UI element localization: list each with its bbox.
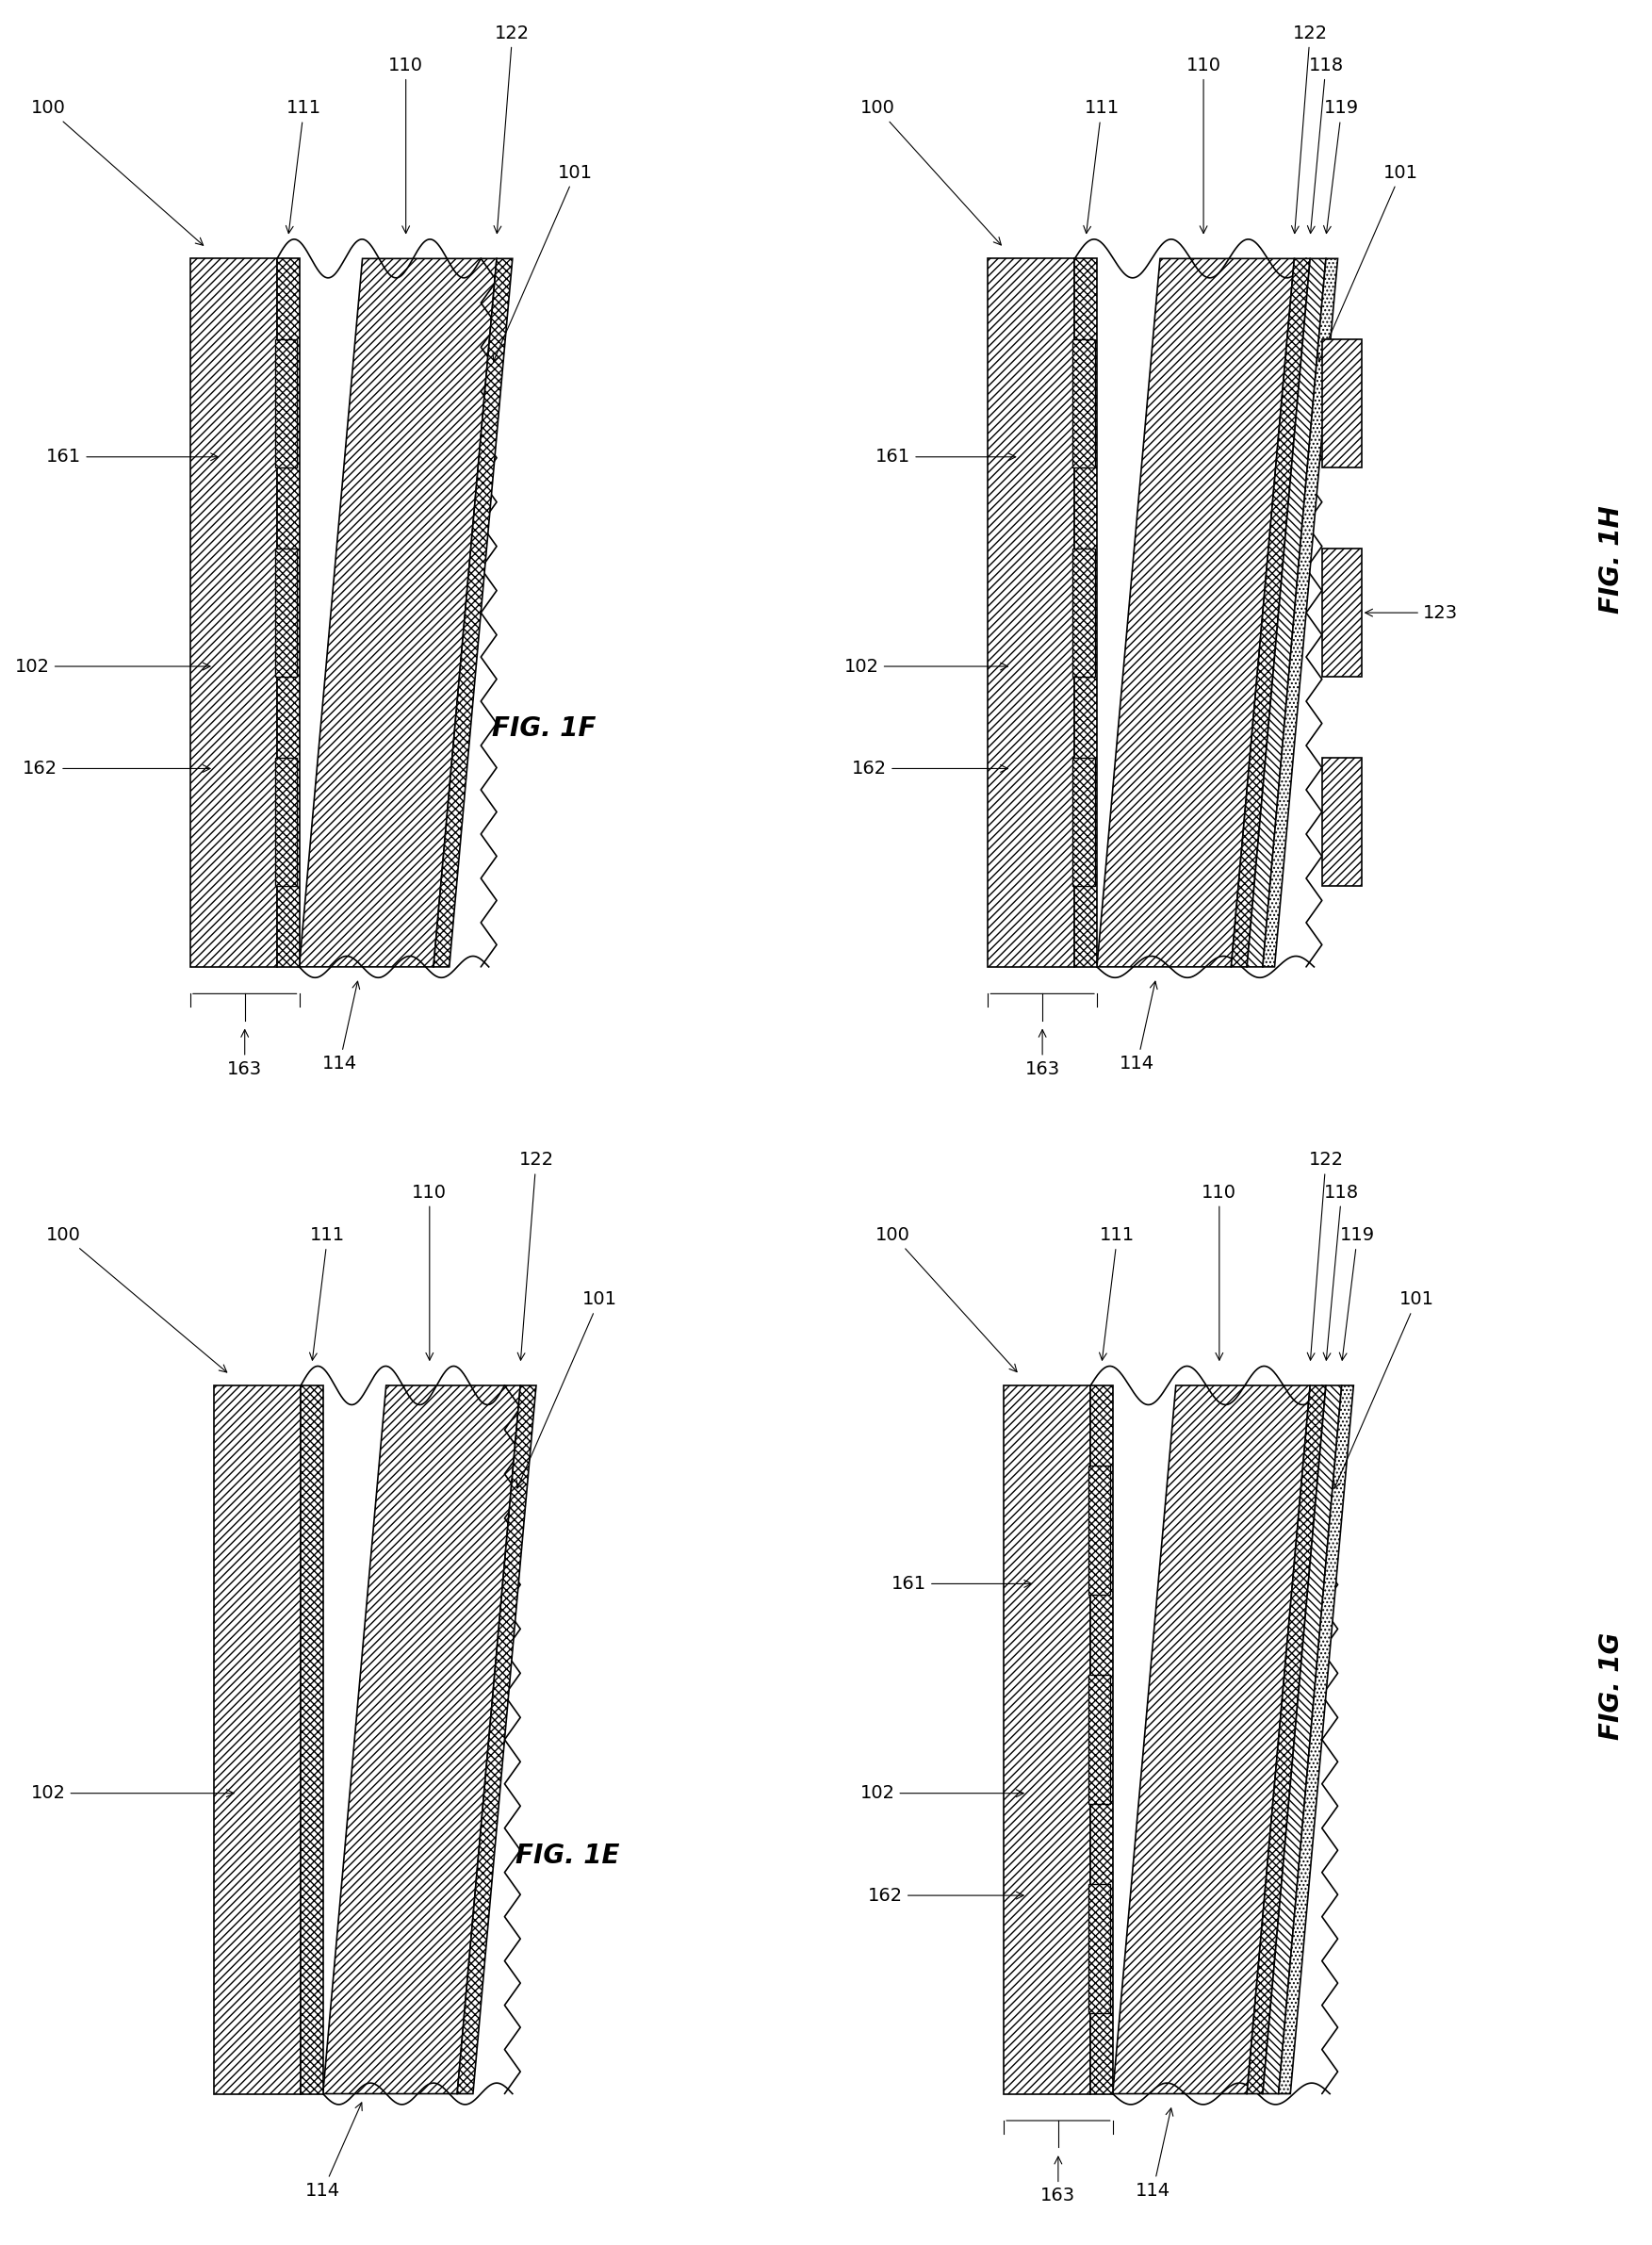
Bar	[190, 258, 278, 968]
Text: 119: 119	[1340, 1226, 1374, 1360]
Bar	[1072, 548, 1095, 678]
Bar	[276, 339, 297, 467]
Bar	[1322, 548, 1361, 678]
Text: 162: 162	[852, 759, 1008, 777]
Bar	[1322, 339, 1361, 467]
Bar	[276, 548, 297, 678]
Text: 100: 100	[876, 1226, 1018, 1372]
Text: 101: 101	[492, 164, 593, 361]
Text: 163: 163	[1024, 1030, 1061, 1078]
Text: 101: 101	[1335, 1291, 1434, 1488]
Polygon shape	[1262, 1385, 1341, 2095]
Text: 110: 110	[1186, 56, 1221, 233]
Text: FIG. 1H: FIG. 1H	[1599, 505, 1626, 613]
Text: 114: 114	[306, 2104, 362, 2200]
Bar	[1089, 1675, 1110, 1805]
Text: 114: 114	[1120, 981, 1158, 1073]
Text: 162: 162	[23, 759, 210, 777]
Polygon shape	[1097, 258, 1294, 968]
Text: 162: 162	[867, 1886, 1024, 1904]
Text: 101: 101	[1318, 164, 1419, 361]
Text: 122: 122	[1307, 1152, 1343, 1360]
Text: 123: 123	[1365, 604, 1459, 622]
Text: 119: 119	[1323, 99, 1360, 233]
Text: 122: 122	[517, 1152, 553, 1360]
Text: 111: 111	[309, 1226, 345, 1360]
Text: 114: 114	[322, 981, 360, 1073]
Polygon shape	[458, 1385, 537, 2095]
Text: 118: 118	[1323, 1183, 1360, 1360]
Bar	[1322, 757, 1361, 887]
Text: 122: 122	[1292, 25, 1328, 233]
Text: 100: 100	[861, 99, 1001, 245]
Bar	[1004, 1385, 1090, 2095]
Text: 102: 102	[15, 658, 210, 676]
Bar	[1089, 1884, 1110, 2014]
Text: 122: 122	[494, 25, 530, 233]
Text: 102: 102	[844, 658, 1008, 676]
Text: FIG. 1E: FIG. 1E	[515, 1843, 620, 1868]
Bar	[1072, 339, 1095, 467]
Polygon shape	[1231, 258, 1310, 968]
Polygon shape	[1113, 1385, 1310, 2095]
Text: 100: 100	[31, 99, 203, 245]
Text: 114: 114	[1135, 2108, 1173, 2200]
Text: FIG. 1G: FIG. 1G	[1599, 1632, 1626, 1740]
Polygon shape	[1247, 1385, 1327, 2095]
Bar	[1090, 1385, 1113, 2095]
Bar	[1089, 1466, 1110, 1594]
Text: 111: 111	[1099, 1226, 1135, 1360]
Bar	[1072, 757, 1095, 887]
Bar	[301, 1385, 322, 2095]
Text: 111: 111	[1084, 99, 1118, 233]
Polygon shape	[1247, 258, 1327, 968]
Text: 110: 110	[411, 1183, 448, 1360]
Bar	[276, 757, 297, 887]
Polygon shape	[1279, 1385, 1353, 2095]
Text: 111: 111	[286, 99, 322, 233]
Text: 102: 102	[861, 1785, 1024, 1803]
Text: 102: 102	[31, 1785, 235, 1803]
Text: 110: 110	[1203, 1183, 1237, 1360]
Bar	[215, 1385, 301, 2095]
Text: 110: 110	[388, 56, 423, 233]
Text: 161: 161	[876, 449, 1016, 467]
Polygon shape	[433, 258, 512, 968]
Bar	[988, 258, 1075, 968]
Bar	[278, 258, 299, 968]
Text: 161: 161	[46, 449, 218, 467]
Text: FIG. 1F: FIG. 1F	[492, 716, 596, 741]
Polygon shape	[322, 1385, 520, 2095]
Text: 161: 161	[892, 1574, 1031, 1592]
Text: 101: 101	[517, 1291, 616, 1488]
Polygon shape	[1262, 258, 1338, 968]
Text: 100: 100	[46, 1226, 226, 1372]
Text: 118: 118	[1307, 56, 1343, 233]
Bar	[1075, 258, 1097, 968]
Text: 163: 163	[228, 1030, 263, 1078]
Polygon shape	[299, 258, 497, 968]
Text: 163: 163	[1041, 2157, 1075, 2205]
